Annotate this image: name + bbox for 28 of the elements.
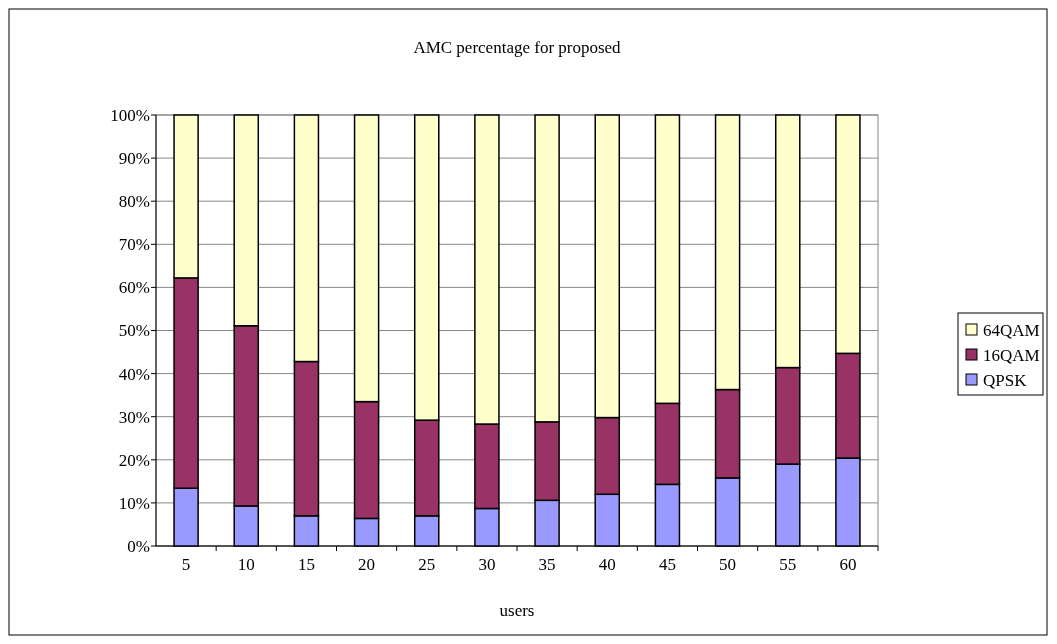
x-tick-label: 40: [598, 555, 616, 574]
x-tick-label: 50: [719, 555, 737, 574]
y-tick-label: 10%: [118, 493, 150, 513]
legend-label: 64QAM: [983, 320, 1040, 340]
y-tick-label: 70%: [118, 235, 150, 255]
y-tick-label: 40%: [118, 364, 150, 384]
x-tick-label: 55: [779, 555, 797, 574]
x-tick-label: 10: [237, 555, 255, 574]
y-tick-label: 60%: [118, 278, 150, 298]
x-tick-label: 30: [478, 555, 496, 574]
y-tick-label: 30%: [118, 407, 150, 427]
y-tick-label: 90%: [118, 149, 150, 169]
y-tick-label: 100%: [110, 105, 150, 125]
x-axis-title: users: [499, 601, 535, 620]
y-tick-label: 80%: [118, 192, 150, 212]
x-tick-label: 25: [418, 555, 436, 574]
legend-label: QPSK: [983, 370, 1028, 390]
x-tick-label: 5: [181, 555, 191, 574]
x-tick-label: 35: [538, 555, 556, 574]
legend-label: 16QAM: [983, 345, 1040, 365]
y-tick-label: 20%: [118, 450, 150, 470]
x-tick-label: 60: [839, 555, 857, 574]
y-tick-label: 50%: [118, 321, 150, 341]
x-tick-label: 20: [358, 555, 376, 574]
chart-title: AMC percentage for proposed: [413, 38, 622, 57]
x-tick-label: 45: [658, 555, 676, 574]
y-tick-label: 0%: [127, 536, 150, 556]
x-tick-label: 15: [297, 555, 315, 574]
